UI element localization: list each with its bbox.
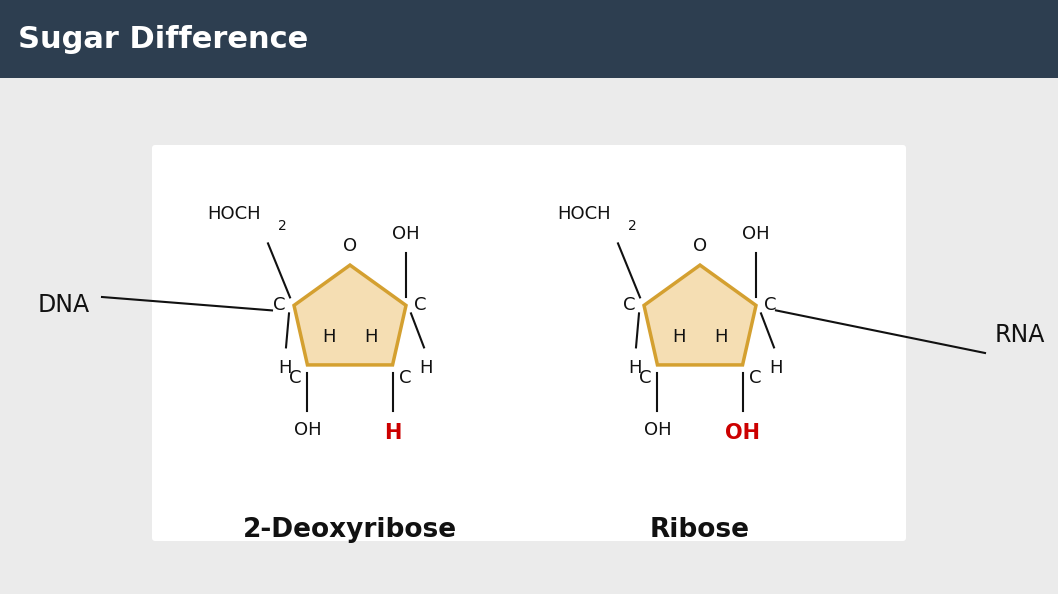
Text: C: C — [623, 296, 636, 314]
Text: H: H — [364, 328, 378, 346]
Text: Ribose: Ribose — [650, 517, 750, 543]
Text: H: H — [769, 359, 783, 377]
Text: 2: 2 — [628, 219, 637, 233]
Text: RNA: RNA — [995, 323, 1045, 347]
Text: C: C — [639, 369, 652, 387]
Text: OH: OH — [725, 423, 760, 443]
Text: C: C — [749, 369, 761, 387]
Text: C: C — [414, 296, 426, 314]
Text: 2: 2 — [278, 219, 287, 233]
Text: H: H — [384, 423, 401, 443]
Text: OH: OH — [393, 225, 420, 244]
Text: H: H — [419, 359, 433, 377]
Text: O: O — [343, 237, 357, 255]
Text: HOCH: HOCH — [207, 206, 261, 223]
Text: 2-Deoxyribose: 2-Deoxyribose — [243, 517, 457, 543]
Text: C: C — [274, 296, 286, 314]
Polygon shape — [644, 265, 756, 365]
Text: HOCH: HOCH — [558, 206, 612, 223]
Text: OH: OH — [643, 421, 671, 439]
Text: OH: OH — [294, 421, 322, 439]
Text: H: H — [714, 328, 727, 346]
Text: H: H — [628, 359, 642, 377]
Text: Sugar Difference: Sugar Difference — [18, 24, 308, 53]
Polygon shape — [294, 265, 406, 365]
FancyBboxPatch shape — [152, 145, 906, 541]
Text: C: C — [289, 369, 302, 387]
Text: O: O — [693, 237, 707, 255]
Text: C: C — [399, 369, 412, 387]
Text: H: H — [673, 328, 687, 346]
Text: C: C — [764, 296, 777, 314]
Text: H: H — [278, 359, 292, 377]
Text: H: H — [323, 328, 336, 346]
Bar — [0, 0, 1058, 78]
Text: DNA: DNA — [38, 293, 90, 317]
Text: OH: OH — [743, 225, 770, 244]
